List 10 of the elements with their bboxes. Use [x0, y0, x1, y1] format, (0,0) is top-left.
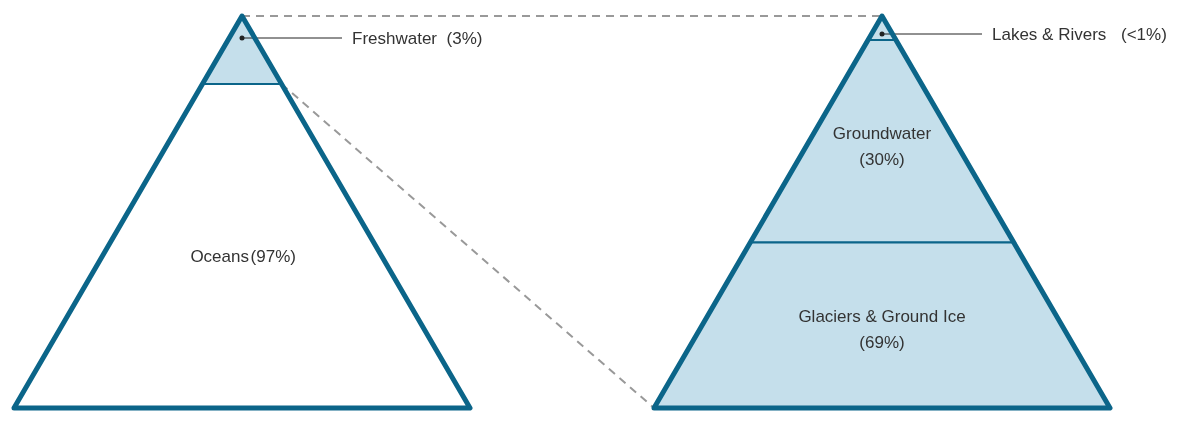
category-label: Freshwater — [352, 29, 438, 48]
data-label: (3%) — [446, 29, 483, 48]
data-label: (<1%) — [1121, 25, 1167, 44]
category-label: Oceans — [190, 247, 249, 267]
data-label: (30%) — [859, 150, 905, 170]
data-label: (69%) — [859, 332, 905, 352]
category-label: Groundwater — [832, 124, 932, 144]
category-label: Lakes & Rivers — [992, 25, 1107, 44]
data-label: (97%) — [250, 247, 296, 267]
category-label: Glaciers & Ground Ice — [798, 306, 966, 326]
